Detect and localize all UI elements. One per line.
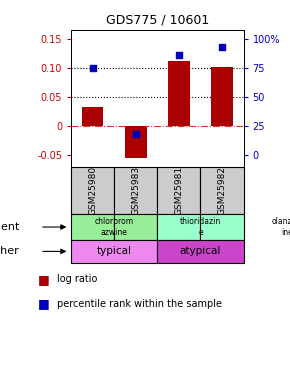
Point [90,65,95,71]
Text: ■: ■ [38,273,50,286]
Text: chlorprom
azwine: chlorprom azwine [95,217,134,237]
Bar [114,167,157,214]
Bar [157,167,200,214]
Bar [114,214,157,240]
Text: agent: agent [0,222,19,232]
Text: log ratio: log ratio [57,274,97,284]
Text: GDS775 / 10601: GDS775 / 10601 [106,13,210,26]
Text: atypical: atypical [180,246,221,256]
Bar [82,107,104,126]
Text: other: other [0,246,19,256]
Bar [200,214,244,240]
Text: GSM25981: GSM25981 [174,166,183,215]
Bar [157,214,200,240]
Bar [71,240,157,262]
Bar [168,61,190,126]
Bar [71,214,114,240]
Point [133,131,138,137]
Text: GSM25983: GSM25983 [131,166,140,215]
Text: typical: typical [97,246,132,256]
Bar [125,126,146,158]
Bar [71,167,114,214]
Text: ■: ■ [38,297,50,310]
Text: thioridazin
e: thioridazin e [180,217,221,237]
Text: percentile rank within the sample: percentile rank within the sample [57,299,222,309]
Point [220,44,224,50]
Point [177,52,181,58]
Text: GSM25982: GSM25982 [218,166,226,215]
Bar [200,167,244,214]
Text: GSM25980: GSM25980 [88,166,97,215]
Text: olanzap
ine: olanzap ine [272,217,290,237]
Bar [157,240,244,262]
Bar [211,67,233,126]
